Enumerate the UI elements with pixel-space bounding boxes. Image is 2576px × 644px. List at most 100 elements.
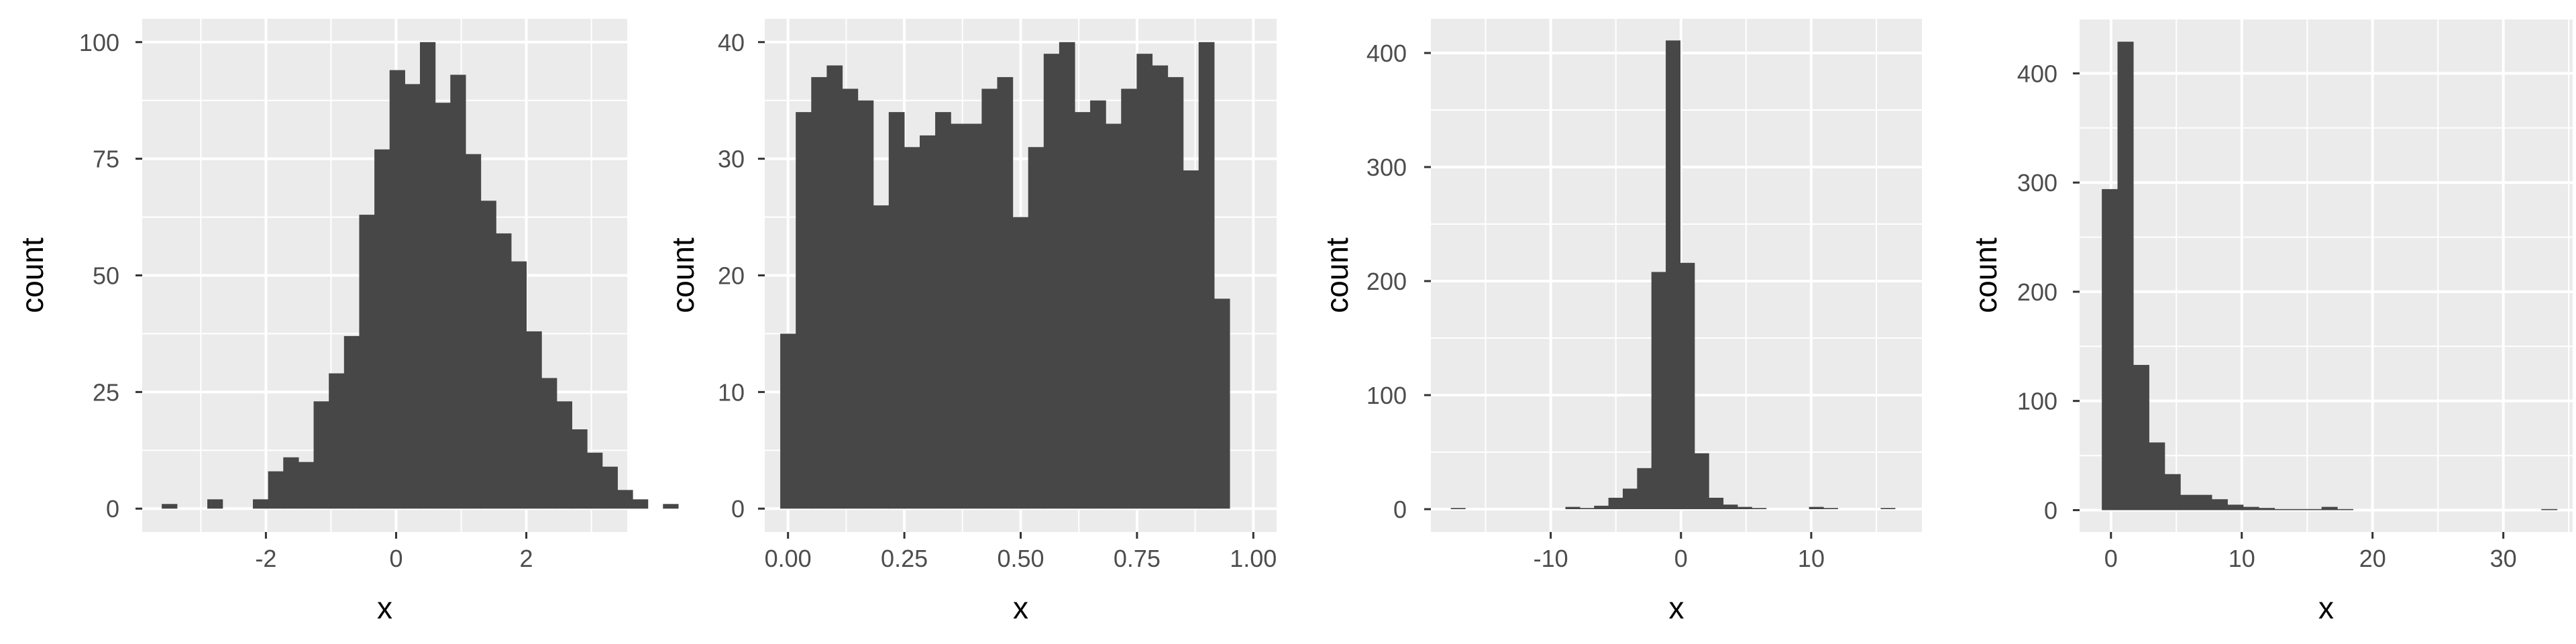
histogram-bar <box>1680 262 1695 509</box>
histogram-panel-2: 0 10 20 30 40 0.00 0.25 0.50 0.75 1.00 x count <box>665 19 1277 625</box>
y-tick-label: 200 <box>2017 278 2057 306</box>
y-tick-label: 300 <box>1366 154 1407 181</box>
histogram-bar <box>1809 506 1824 509</box>
histogram-bar <box>207 499 223 509</box>
histogram-bar <box>997 76 1014 509</box>
x-tick-label: 2 <box>520 545 533 572</box>
x-tick-label: 0 <box>1674 545 1688 572</box>
histogram-bar <box>1651 272 1666 509</box>
histogram-bar <box>951 123 967 509</box>
y-tick-label: 25 <box>93 378 119 406</box>
histogram-bar <box>2117 42 2134 511</box>
y-tick-label: 0 <box>2044 496 2057 524</box>
histogram-bar <box>1623 488 1638 509</box>
histogram-bar <box>389 70 405 509</box>
histogram-bar <box>2541 508 2558 511</box>
histogram-bar <box>2211 499 2228 511</box>
histogram-bar <box>526 331 542 509</box>
histogram-panel-4: 0 100 200 300 400 0 10 20 30 x count <box>1968 18 2573 625</box>
histogram-bar <box>1723 504 1738 509</box>
x-tick-label: 0.00 <box>765 545 812 572</box>
histogram-bar <box>873 205 890 509</box>
histogram-bar <box>919 135 936 509</box>
histogram-bar <box>2290 508 2306 511</box>
histogram-bar <box>511 261 527 509</box>
x-axis-label: x <box>2318 590 2334 625</box>
histogram-bar <box>496 233 512 509</box>
histogram-bar <box>1214 299 1230 509</box>
histogram-bar <box>904 147 920 509</box>
histogram-bar <box>2306 508 2322 511</box>
histogram-bar <box>252 499 269 509</box>
histogram-bar <box>1450 508 1466 509</box>
histogram-bar <box>1579 508 1595 509</box>
y-tick-label: 300 <box>2017 169 2057 197</box>
x-axis-label: x <box>1013 590 1028 625</box>
histogram-panel-3: 0 100 200 300 400 -10 0 10 x count <box>1320 19 1922 625</box>
histogram-bar <box>935 112 951 509</box>
histogram-panel-1: 0 25 50 75 100 -2 0 2 x count <box>15 19 679 625</box>
y-axis-label: count <box>1320 237 1354 313</box>
y-tick-label: 0 <box>106 495 119 523</box>
y-tick-label: 10 <box>718 378 745 406</box>
x-tick-label: 0.25 <box>881 545 928 572</box>
y-tick-label: 400 <box>2017 60 2057 87</box>
x-tick-label: -2 <box>255 545 276 572</box>
x-tick-label: 0 <box>2104 545 2118 572</box>
histogram-bar <box>1028 147 1044 509</box>
histogram-bar <box>1152 65 1169 509</box>
histogram-bar <box>587 452 603 509</box>
histogram-bar <box>2180 494 2197 511</box>
y-tick-label: 0 <box>731 495 745 523</box>
y-tick-label: 40 <box>718 29 745 56</box>
histogram-bar <box>981 89 998 509</box>
histogram-bar <box>572 429 588 509</box>
histogram-bar <box>2321 506 2338 511</box>
histogram-bar <box>1737 506 1752 509</box>
histogram-bar <box>283 457 299 509</box>
histogram-bar <box>1608 498 1623 509</box>
histogram-bar <box>617 490 633 509</box>
y-tick-label: 200 <box>1366 268 1407 295</box>
y-tick-label: 100 <box>2017 388 2057 415</box>
x-tick-label: 0.75 <box>1114 545 1161 572</box>
histogram-bar <box>162 504 178 509</box>
histogram-bar <box>2164 474 2181 511</box>
histogram-bar <box>826 65 843 509</box>
histogram-bar <box>2133 364 2149 511</box>
histogram-bar <box>2337 508 2354 511</box>
x-tick-label: 0 <box>389 545 402 572</box>
histogram-bar <box>1183 170 1199 509</box>
histogram-bar <box>632 499 649 509</box>
histogram-bar <box>329 373 345 509</box>
y-tick-label: 50 <box>93 262 119 290</box>
histogram-bar <box>1074 112 1091 509</box>
histogram-bar <box>420 42 436 509</box>
histogram-bar <box>602 466 618 509</box>
histogram-bar <box>2259 508 2275 511</box>
y-tick-label: 0 <box>1393 496 1407 523</box>
x-tick-label: 10 <box>2229 545 2255 572</box>
histogram-bar <box>2196 494 2212 511</box>
x-tick-label: -10 <box>1534 545 1568 572</box>
histogram-bar <box>888 112 905 509</box>
histogram-bar <box>663 504 679 509</box>
histogram-bar <box>1121 89 1137 509</box>
y-tick-label: 100 <box>79 29 119 56</box>
x-axis-label: x <box>1669 590 1684 625</box>
histogram-bar <box>1136 54 1153 509</box>
histogram-bar <box>1012 217 1029 509</box>
histogram-bar <box>313 401 329 509</box>
y-axis-label: count <box>665 237 700 313</box>
histogram-bar <box>1666 40 1681 510</box>
histogram-bar <box>298 462 315 509</box>
y-axis-label: count <box>15 237 50 313</box>
histogram-bar <box>268 471 284 509</box>
histogram-bar <box>374 149 390 509</box>
histogram-bar <box>556 401 573 509</box>
y-tick-label: 100 <box>1366 382 1407 409</box>
histogram-bar <box>780 333 796 509</box>
histogram-bar <box>465 154 482 509</box>
histogram-bar <box>796 112 812 509</box>
